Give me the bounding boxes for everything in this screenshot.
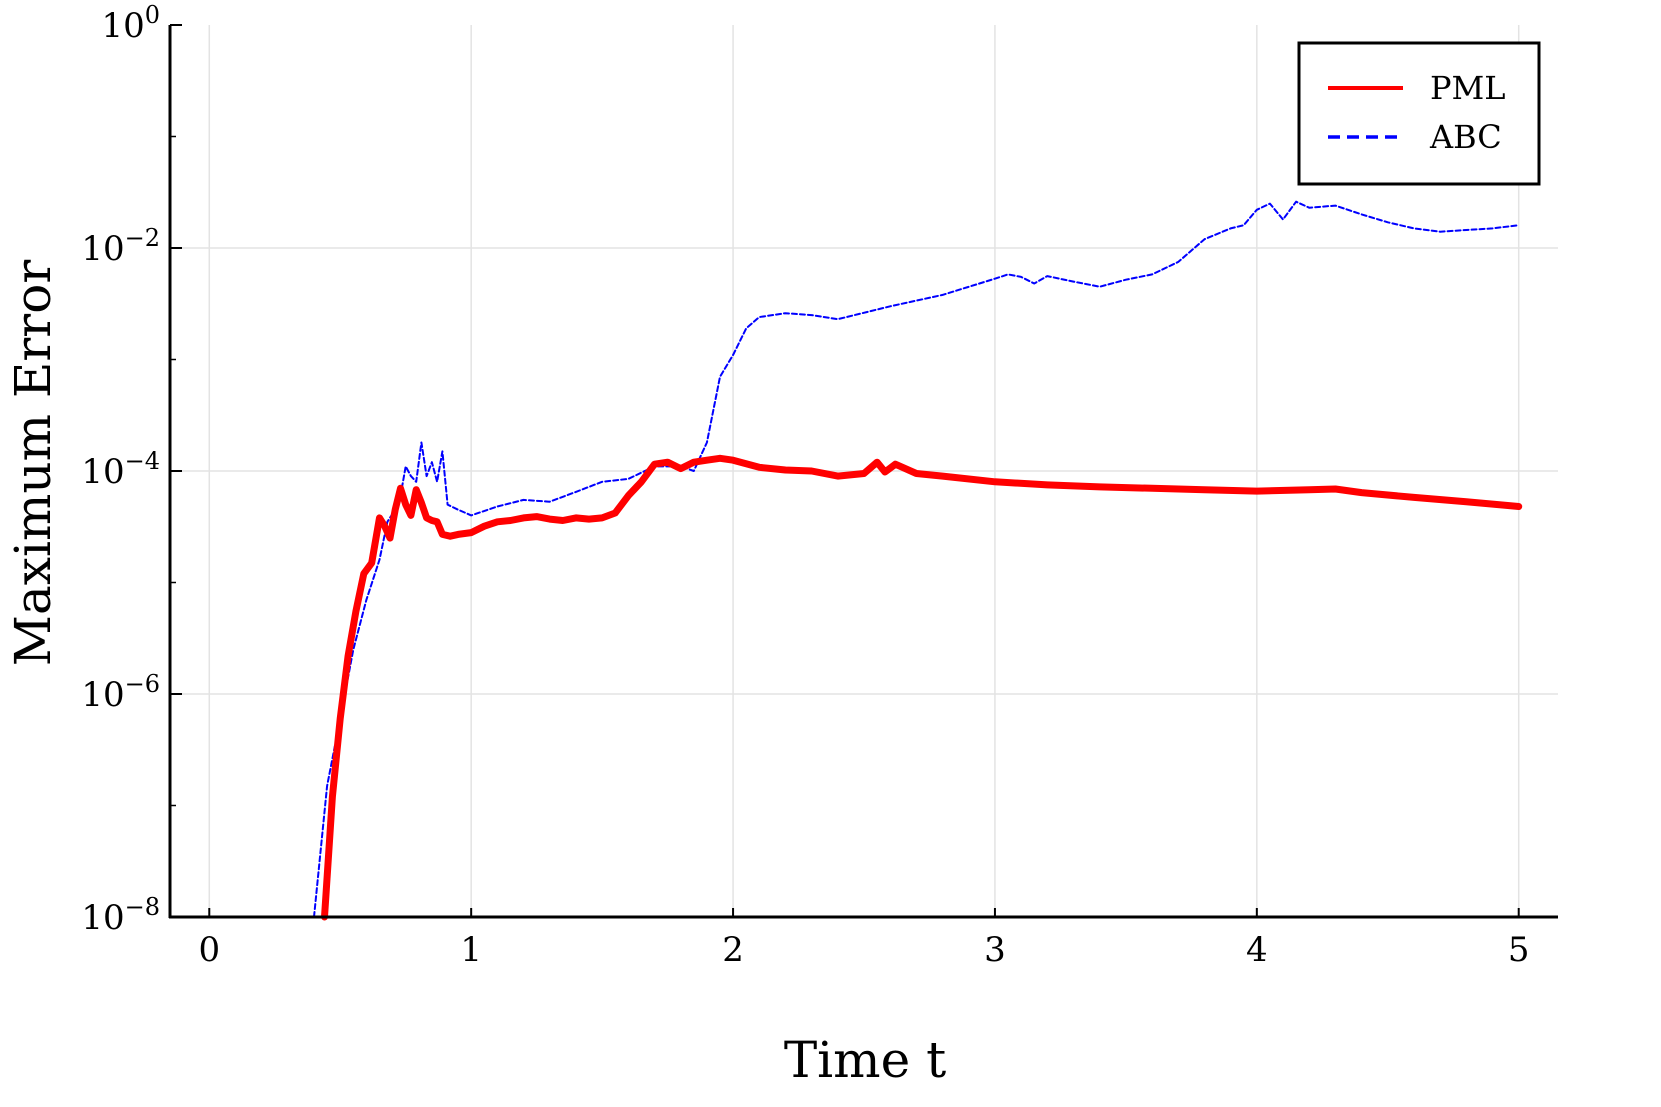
x-tick-label: 4 [1246,930,1268,970]
y-tick-base: 10 [81,898,124,938]
series-line-pml [321,454,1523,921]
legend-label-pml: PML [1430,69,1506,107]
y-tick-exponent: −8 [125,893,160,921]
legend-box [1297,41,1541,186]
y-tick-label: 10−2 [81,224,160,269]
x-tick-label: 2 [722,930,744,970]
y-tick-exponent: −4 [125,447,160,475]
y-tick-base: 10 [81,675,124,715]
x-tick-label: 0 [198,930,220,970]
axes [168,24,1558,919]
y-tick-base: 10 [101,6,144,46]
y-tick-label: 10−4 [81,447,160,492]
y-tick-base: 10 [81,452,124,492]
x-tick-label: 1 [460,930,482,970]
legend-label-abc: ABC [1429,118,1502,156]
y-tick-label: 100 [101,1,160,46]
x-tick-label: 5 [1508,930,1530,970]
y-tick-base: 10 [81,229,124,269]
y-tick-exponent: −6 [125,670,160,698]
y-tick-exponent: −2 [125,224,160,252]
series-lines [313,200,1523,921]
y-tick-label: 10−8 [81,893,160,938]
x-axis-title: Time t [784,1031,946,1089]
y-tick-label: 10−6 [81,670,160,715]
legend: PML ABC [1297,41,1541,186]
series-line-abc [313,200,1520,918]
x-tick-label: 3 [984,930,1006,970]
y-axis-title: Maximum Error [4,260,62,667]
y-tick-exponent: 0 [145,1,160,29]
